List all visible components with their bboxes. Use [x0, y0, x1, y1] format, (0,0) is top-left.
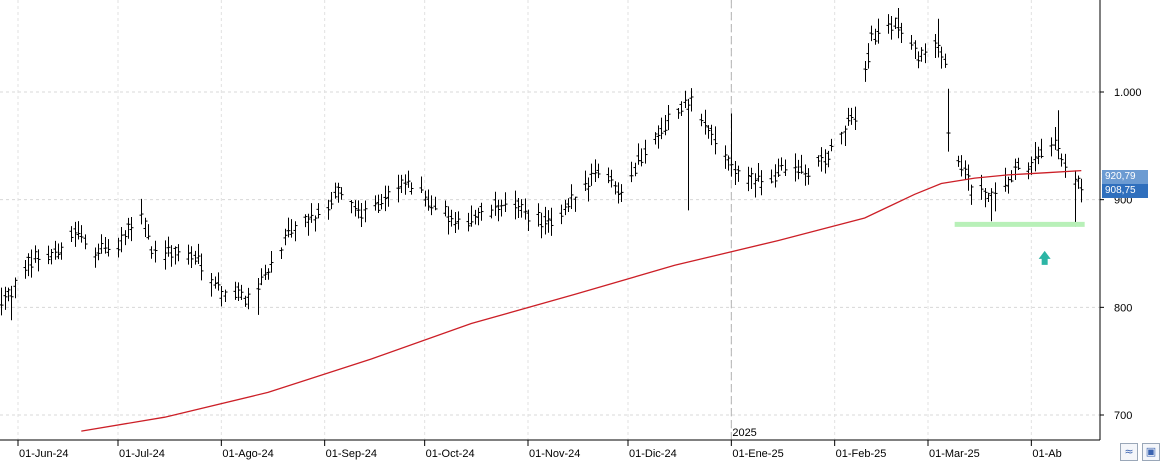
x-tick-label: 01-Mar-25: [929, 448, 980, 460]
x-tick-label: 01-Sep-24: [326, 448, 377, 460]
save-icon: ▣: [1145, 445, 1157, 458]
y-tick-label: 1.000: [1114, 87, 1142, 99]
current-price-tag: 908,75: [1102, 184, 1148, 198]
indicator-button[interactable]: ≈: [1120, 443, 1138, 461]
x-tick-label: 01-Oct-24: [426, 448, 475, 460]
x-tick-label: 01-Jun-24: [19, 448, 69, 460]
x-tick-label: 01-Dic-24: [629, 448, 677, 460]
x-tick-label: 01-Ab: [1032, 448, 1061, 460]
x-tick-label: 01-Feb-25: [836, 448, 887, 460]
moving-average-tag: 920,79: [1102, 170, 1148, 184]
moving-average-line: [81, 169, 1082, 432]
up-arrow-icon: [1038, 250, 1051, 265]
x-tick-label: 01-Jul-24: [119, 448, 165, 460]
save-button[interactable]: ▣: [1142, 443, 1160, 461]
wave-icon: ≈: [1124, 445, 1134, 458]
y-tick-label: 700: [1114, 410, 1132, 422]
year-label: 2025: [732, 427, 756, 439]
y-tick-label: 800: [1114, 302, 1132, 314]
x-tick-label: 01-Ene-25: [732, 448, 783, 460]
x-tick-label: 01-Ago-24: [222, 448, 273, 460]
x-tick-label: 01-Nov-24: [529, 448, 580, 460]
